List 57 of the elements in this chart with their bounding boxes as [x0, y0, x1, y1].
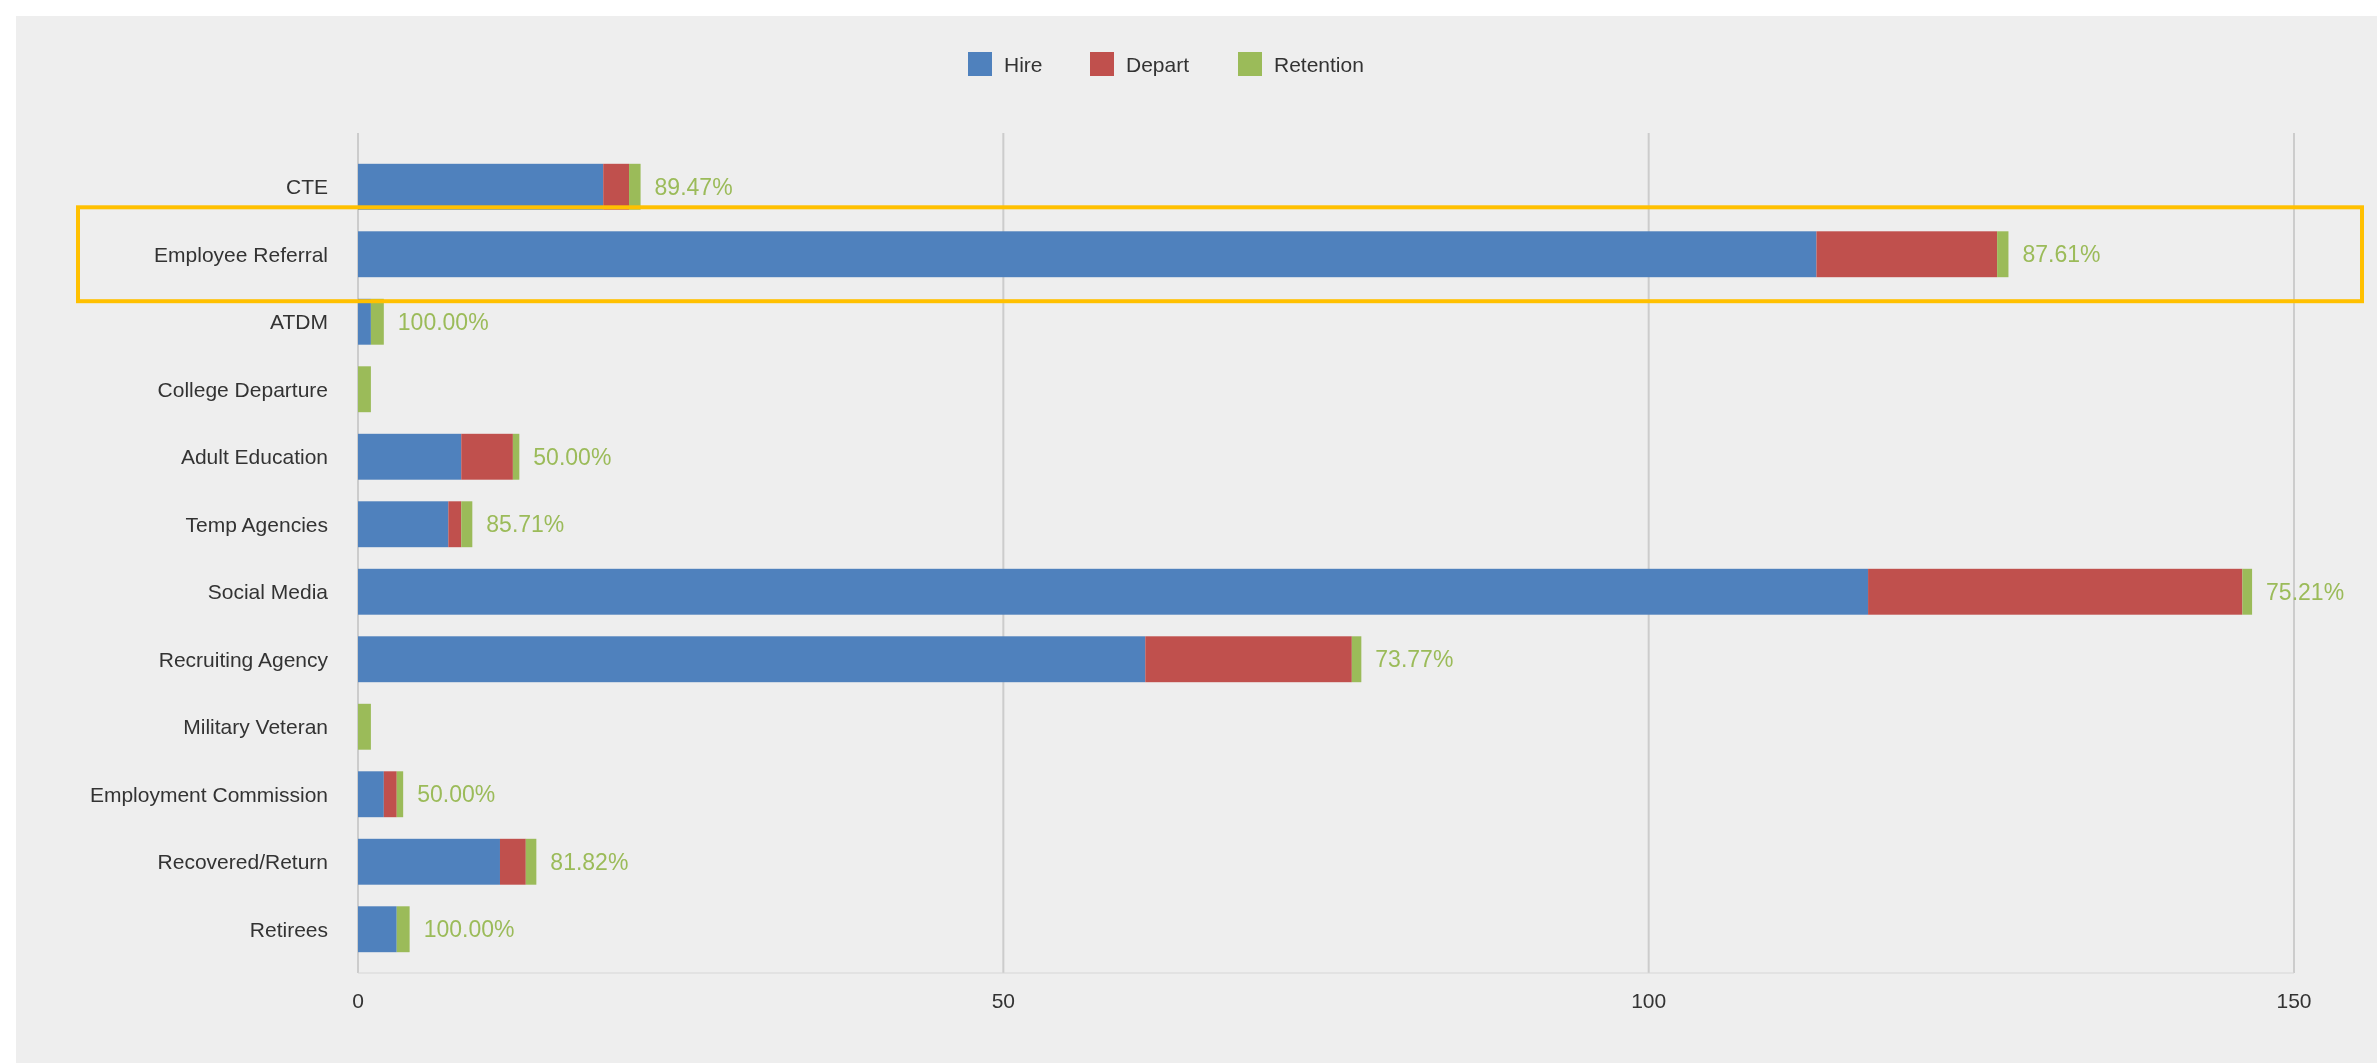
y-tick-label: Military Veteran: [183, 715, 328, 739]
data-label: 100.00%: [423, 916, 515, 943]
x-tick-label: 50: [991, 989, 1016, 1012]
data-label: 100.00%: [397, 308, 489, 335]
bar: [2242, 568, 2253, 615]
data-label: 73.77%: [1375, 646, 1454, 673]
bar: [358, 231, 1817, 278]
y-tick-label: Recruiting Agency: [158, 647, 329, 671]
bar: [603, 163, 630, 210]
bar: [358, 771, 384, 818]
y-tick-label: Temp Agencies: [185, 512, 328, 536]
x-tick-label: 150: [2276, 989, 2312, 1012]
bar: [629, 163, 641, 210]
y-tick-label: Employee Referral: [154, 242, 328, 266]
data-label: 50.00%: [533, 443, 612, 470]
data-label: 89.47%: [654, 173, 733, 200]
bar: [499, 838, 526, 885]
data-label: 85.71%: [486, 511, 565, 538]
bar: [358, 568, 1869, 615]
bar: [525, 838, 537, 885]
legend-label: Depart: [1126, 52, 1190, 76]
bar: [358, 366, 371, 413]
y-tick-label: College Departure: [157, 377, 328, 401]
y-tick-label: Adult Education: [180, 445, 328, 469]
bar: [358, 838, 500, 885]
bar: [461, 501, 473, 548]
bar: [1868, 568, 2243, 615]
bar: [1351, 636, 1362, 683]
data-label: 87.61%: [2022, 241, 2101, 268]
y-tick-label: ATDM: [270, 310, 328, 334]
data-label: 81.82%: [550, 848, 629, 875]
bar: [461, 433, 513, 480]
bar: [512, 433, 520, 480]
data-label: 75.21%: [2266, 578, 2345, 605]
data-label: 50.00%: [417, 781, 496, 808]
bar: [358, 703, 371, 750]
bar: [396, 771, 404, 818]
bar: [383, 771, 397, 818]
y-tick-label: Social Media: [207, 580, 329, 604]
bar: [1816, 231, 1998, 278]
bar: [358, 163, 604, 210]
x-tick-label: 100: [1631, 989, 1667, 1012]
y-tick-label: CTE: [286, 175, 328, 199]
bar: [1997, 231, 2009, 278]
legend-label: Retention: [1274, 52, 1364, 76]
legend-label: Hire: [1004, 52, 1043, 76]
bar: [1145, 636, 1352, 683]
bar: [448, 501, 462, 548]
bar: [358, 906, 397, 953]
y-tick-label: Retirees: [249, 917, 328, 941]
bar: [396, 906, 410, 953]
bar: [358, 501, 449, 548]
bar: [358, 636, 1146, 683]
y-tick-label: Recovered/Return: [157, 850, 328, 874]
bar: [358, 433, 462, 480]
x-tick-label: 0: [352, 989, 364, 1012]
y-tick-label: Employment Commission: [89, 782, 328, 806]
